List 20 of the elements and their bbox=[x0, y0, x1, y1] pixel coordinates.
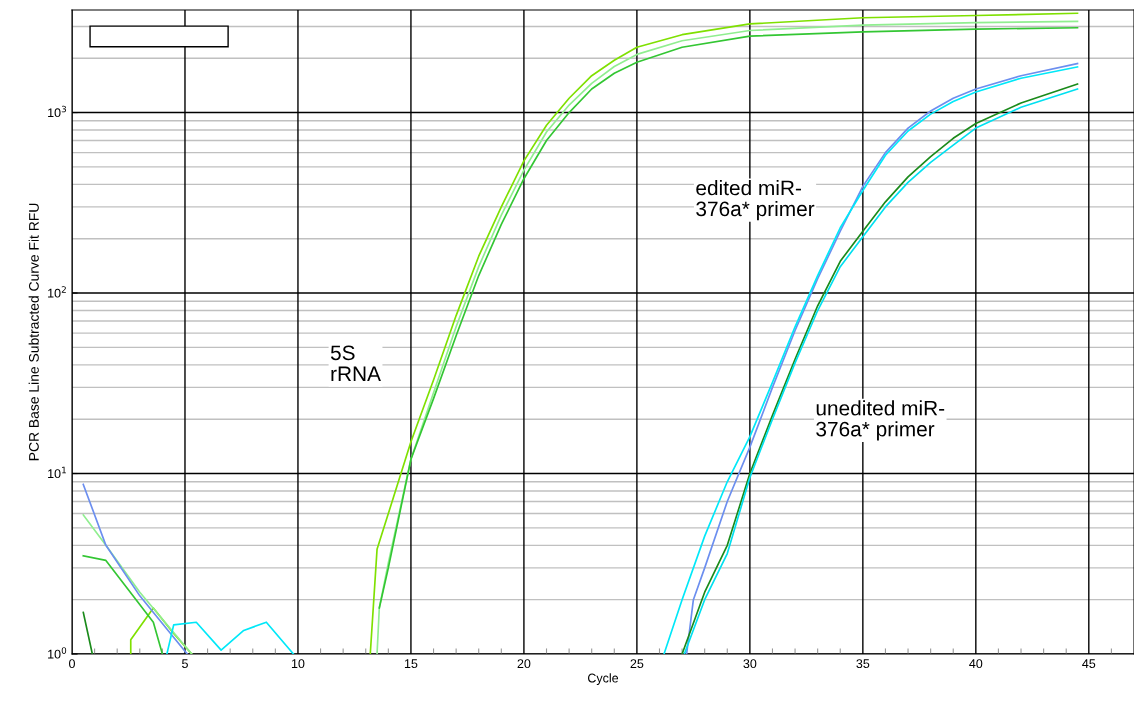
y-tick-label: 10$^{1}$ bbox=[48, 466, 66, 479]
x-tick-label: 10 bbox=[291, 659, 305, 669]
y-axis-title: PCR Base Line Subtracted Curve Fit RFU bbox=[28, 203, 39, 461]
x-tick-label: 35 bbox=[856, 659, 870, 669]
x-axis-title: Cycle bbox=[588, 673, 619, 685]
line-series bbox=[683, 88, 1079, 654]
x-tick-label: 30 bbox=[743, 659, 757, 669]
y-tick-label: 10$^{3}$ bbox=[48, 105, 67, 118]
annotation: 5S rRNA bbox=[330, 345, 381, 381]
annotation: unedited miR- 376a* primer bbox=[816, 400, 945, 441]
x-tick-label: 45 bbox=[1082, 659, 1096, 669]
x-tick-label: 25 bbox=[630, 659, 644, 669]
x-tick-label: 40 bbox=[969, 659, 983, 669]
y-tick-label: 10$^{0}$ bbox=[48, 647, 67, 659]
x-tick-label: 20 bbox=[517, 659, 531, 669]
x-tick-label: 5 bbox=[182, 659, 188, 669]
x-tick-label: 15 bbox=[404, 659, 418, 669]
x-tick-label: 0 bbox=[69, 659, 75, 669]
annotation: edited miR- 376a* primer bbox=[696, 180, 815, 221]
y-tick-label: 10$^{2}$ bbox=[48, 286, 66, 298]
